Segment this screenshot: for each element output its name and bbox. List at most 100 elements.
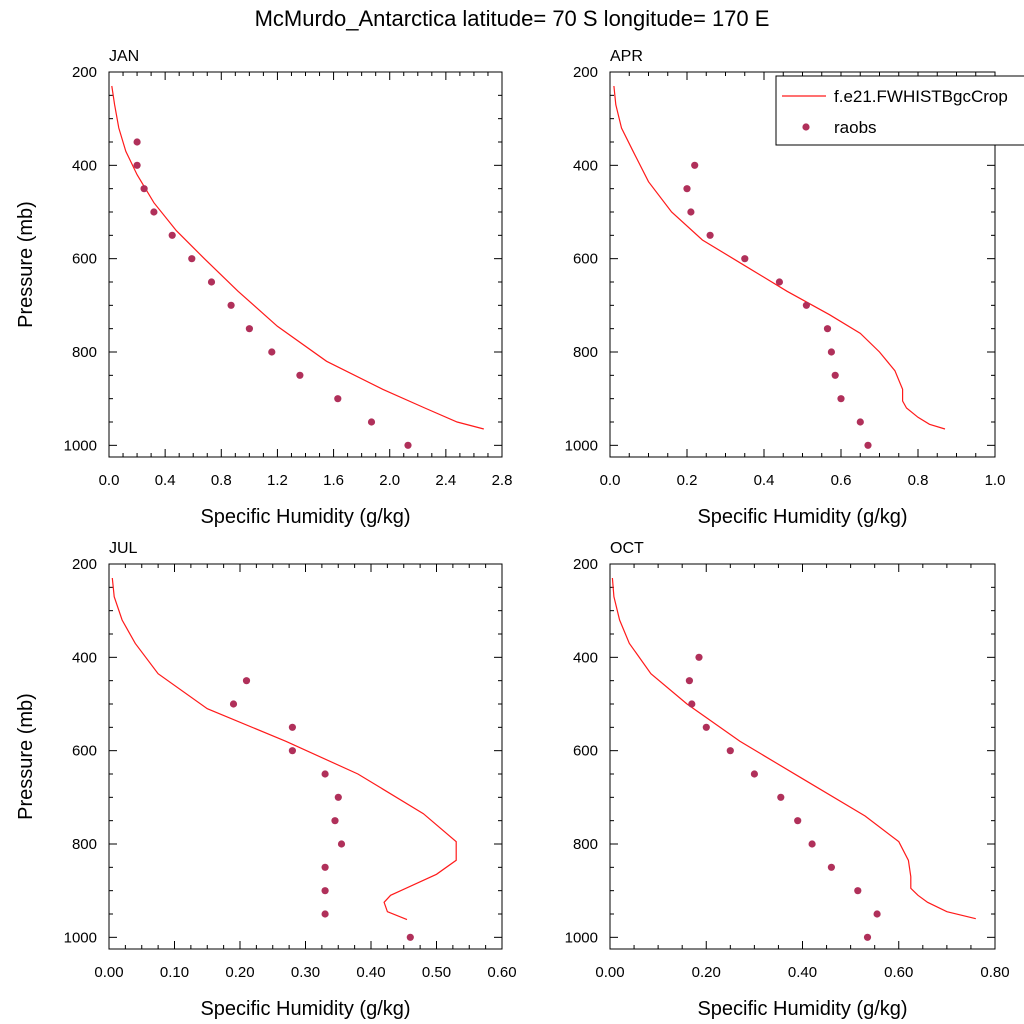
raobs-marker [406,933,414,941]
x-tick-label: 0.8 [908,472,929,489]
raobs-marker [864,441,872,449]
y-tick-label: 1000 [565,437,598,454]
panels-group: JAN 0.0 0.4 0.8 1.2 1.6 2.0 2.4 2.8 200 400 600 800 1… [15,48,1010,1020]
y-tick-label: 400 [573,157,598,174]
y-tick-label: 200 [573,556,598,573]
y-axis-title: Pressure (mb) [15,201,37,328]
legend-label-model: f.e21.FWHISTBgcCrop [834,87,1008,106]
raobs-marker [321,910,329,918]
raobs-marker [133,161,141,169]
raobs-marker [334,793,342,801]
raobs-marker [321,887,329,895]
x-tick-label: 0.40 [356,964,385,981]
raobs-marker [688,700,696,708]
y-tick-label: 1000 [64,437,97,454]
raobs-marker [337,840,346,848]
x-tick-label: 0.2 [677,472,698,489]
y-tick-label: 200 [72,556,97,573]
x-tick-label: 0.20 [225,964,254,981]
x-tick-label: 1.2 [267,472,288,489]
legend-frame [775,75,1024,146]
y-tick-label: 800 [573,344,598,361]
raobs-marker [863,933,872,941]
raobs-marker [331,817,339,825]
x-tick-label: 0.6 [831,472,852,489]
x-tick-label: 2.8 [492,472,513,489]
y-tick-label: 600 [573,251,598,268]
raobs-marker [229,700,238,708]
raobs-marker [827,863,836,871]
x-tick-label: 0.0 [99,472,120,489]
x-tick-label: 0.20 [692,964,721,981]
x-tick-label: 1.6 [323,472,344,489]
raobs-marker [691,161,699,169]
y-tick-label: 200 [72,64,97,81]
raobs-marker [268,348,276,356]
y-tick-label: 400 [72,157,97,174]
x-tick-label: 0.40 [788,964,817,981]
raobs-marker [288,747,296,755]
panel-jan: JAN 0.0 0.4 0.8 1.2 1.6 2.0 2.4 2.8 200 400 600 800 1… [15,48,512,528]
raobs-marker [802,301,811,309]
model-profile-line [111,85,484,430]
x-tick-label: 1.0 [985,472,1006,489]
raobs-marker [823,325,832,333]
model-profile-line [111,577,457,921]
y-tick-label: 600 [573,743,598,760]
figure-title: McMurdo_Antarctica latitude= 70 S longit… [255,6,770,31]
y-axis-title: Pressure (mb) [15,693,37,820]
plot-frame [609,563,996,950]
raobs-marker [683,185,691,193]
x-tick-label: 0.80 [980,964,1009,981]
raobs-marker [140,185,148,193]
x-tick-label: 0.0 [600,472,621,489]
x-tick-label: 0.8 [211,472,232,489]
raobs-marker [794,817,802,825]
x-tick-label: 0.10 [160,964,189,981]
raobs-marker [133,138,141,146]
raobs-marker [827,348,836,356]
x-tick-label: 0.50 [422,964,451,981]
plot-frame [108,563,503,950]
panel-title: OCT [610,540,644,557]
panel-title: APR [610,48,643,65]
raobs-marker [404,441,412,449]
raobs-marker [687,208,695,216]
raobs-marker [775,278,784,286]
x-tick-label: 0.4 [754,472,775,489]
raobs-marker [321,770,329,778]
raobs-marker [854,887,862,895]
x-axis-title: Specific Humidity (g/kg) [697,506,907,528]
raobs-marker [188,255,196,263]
x-axis-title: Specific Humidity (g/kg) [697,998,907,1020]
x-tick-label: 2.4 [435,472,456,489]
x-tick-label: 0.60 [487,964,516,981]
panel-title: JAN [109,48,139,65]
raobs-marker [150,208,158,216]
raobs-marker [750,770,759,778]
raobs-marker [367,418,376,426]
y-tick-label: 1000 [64,929,97,946]
raobs-marker [777,793,785,801]
panel-oct: OCT 0.00 0.20 0.40 0.60 0.80 200 400 600 800 1000 S… [565,540,1010,1020]
raobs-marker [288,723,296,731]
y-tick-label: 200 [573,64,598,81]
panel-jul: JUL 0.00 0.10 0.20 0.30 0.40 0.50 0.60 200 400 600… [15,540,517,1020]
y-tick-label: 800 [72,344,97,361]
raobs-marker [741,255,749,263]
panel-apr: APR 0.0 0.2 0.4 0.6 0.8 1.0 200 400 600 800 1000 Spe… [565,48,1006,528]
raobs-marker [207,278,216,286]
legend-marker-swatch [802,123,810,131]
raobs-marker [168,231,176,239]
raobs-marker [334,395,342,403]
x-tick-label: 0.60 [884,964,913,981]
x-tick-label: 0.30 [291,964,320,981]
x-tick-label: 0.00 [94,964,123,981]
y-tick-label: 600 [72,251,97,268]
x-tick-label: 0.4 [155,472,176,489]
raobs-marker [242,677,251,685]
raobs-marker [726,747,734,755]
y-tick-label: 1000 [565,929,598,946]
plot-frame [108,71,503,458]
